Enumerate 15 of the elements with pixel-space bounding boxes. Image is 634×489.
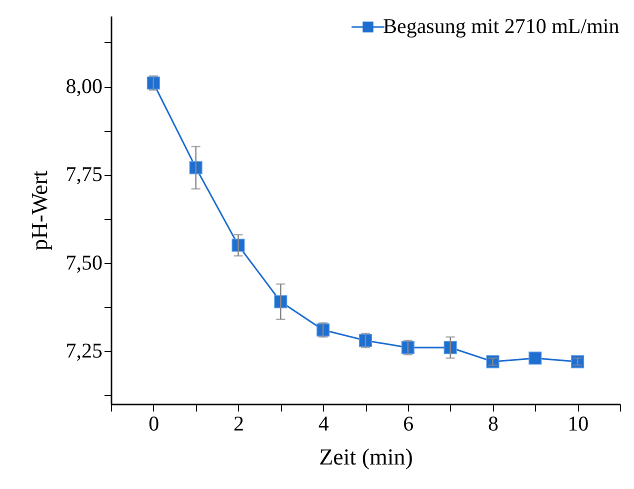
x-tick-label: 10 — [568, 412, 589, 436]
x-tick-label: 2 — [234, 412, 244, 436]
y-tick-label: 7,25 — [66, 338, 102, 363]
x-axis-title: Zeit (min) — [319, 444, 413, 470]
point — [528, 352, 542, 365]
y-tick-label: 7,75 — [66, 162, 102, 186]
x-tick-label: 6 — [403, 412, 414, 436]
y-tick-label: 8,00 — [66, 74, 102, 98]
legend-label: Begasung mit 2710 mL/min — [383, 14, 620, 38]
y-tick-label: 7,50 — [66, 250, 102, 274]
y-axis-title: pH-Wert — [26, 170, 52, 250]
x-tick-label: 0 — [148, 412, 160, 436]
point — [316, 323, 330, 336]
x-tick-label: 4 — [318, 412, 330, 436]
x-tick-label: 8 — [488, 412, 498, 436]
